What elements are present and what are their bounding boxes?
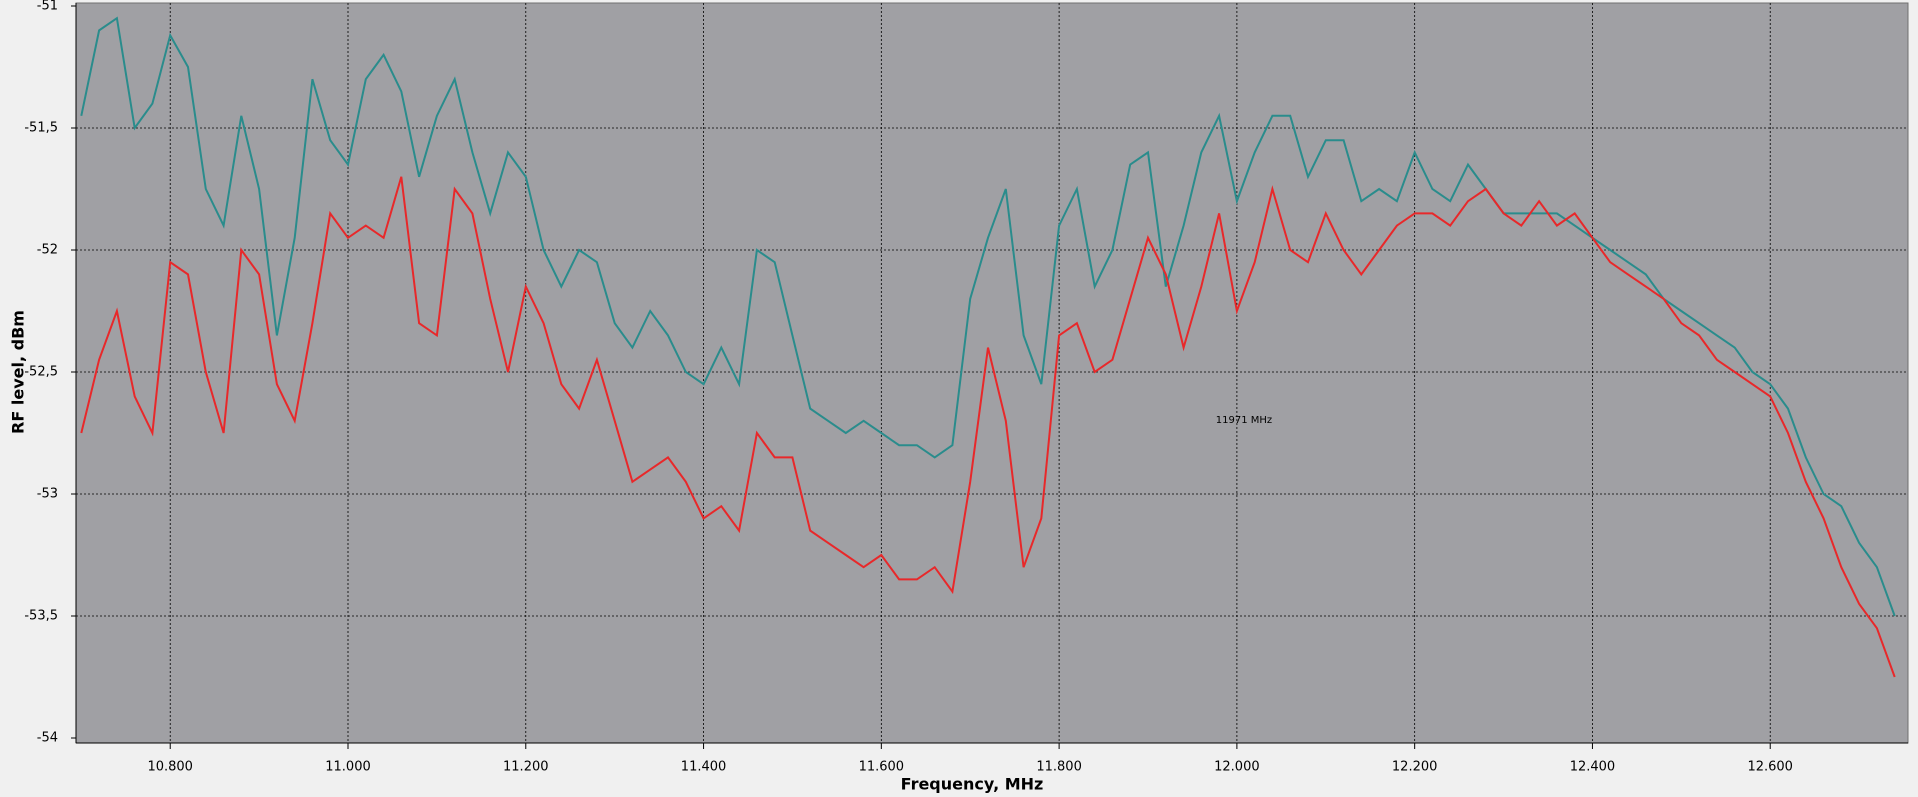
x-tick-label: 12.200	[1392, 760, 1438, 775]
x-tick-label: 11.600	[859, 760, 905, 775]
annotation: 11971 MHz	[1216, 415, 1272, 426]
x-tick-label: 11.800	[1036, 760, 1082, 775]
y-tick-label: -53,5	[24, 609, 58, 624]
y-tick-label: -51	[37, 0, 58, 14]
y-axis-title: RF level, dBm	[9, 310, 28, 434]
x-tick-label: 11.000	[325, 760, 371, 775]
x-tick-label: 11.400	[681, 760, 727, 775]
x-tick-label: 12.400	[1570, 760, 1616, 775]
y-tick-label: -53	[37, 487, 58, 502]
x-tick-label: 10.800	[147, 760, 193, 775]
x-axis-title: Frequency, MHz	[901, 775, 1044, 794]
y-tick-label: -52,5	[24, 365, 58, 380]
x-tick-label: 11.200	[503, 760, 549, 775]
y-tick-label: -52	[37, 243, 58, 258]
y-tick-label: -51,5	[24, 121, 58, 136]
x-tick-label: 12.600	[1747, 760, 1793, 775]
plot-area	[75, 2, 1909, 744]
y-tick-label: -54	[37, 731, 58, 746]
x-tick-label: 12.000	[1214, 760, 1260, 775]
series-line	[80, 176, 1896, 678]
